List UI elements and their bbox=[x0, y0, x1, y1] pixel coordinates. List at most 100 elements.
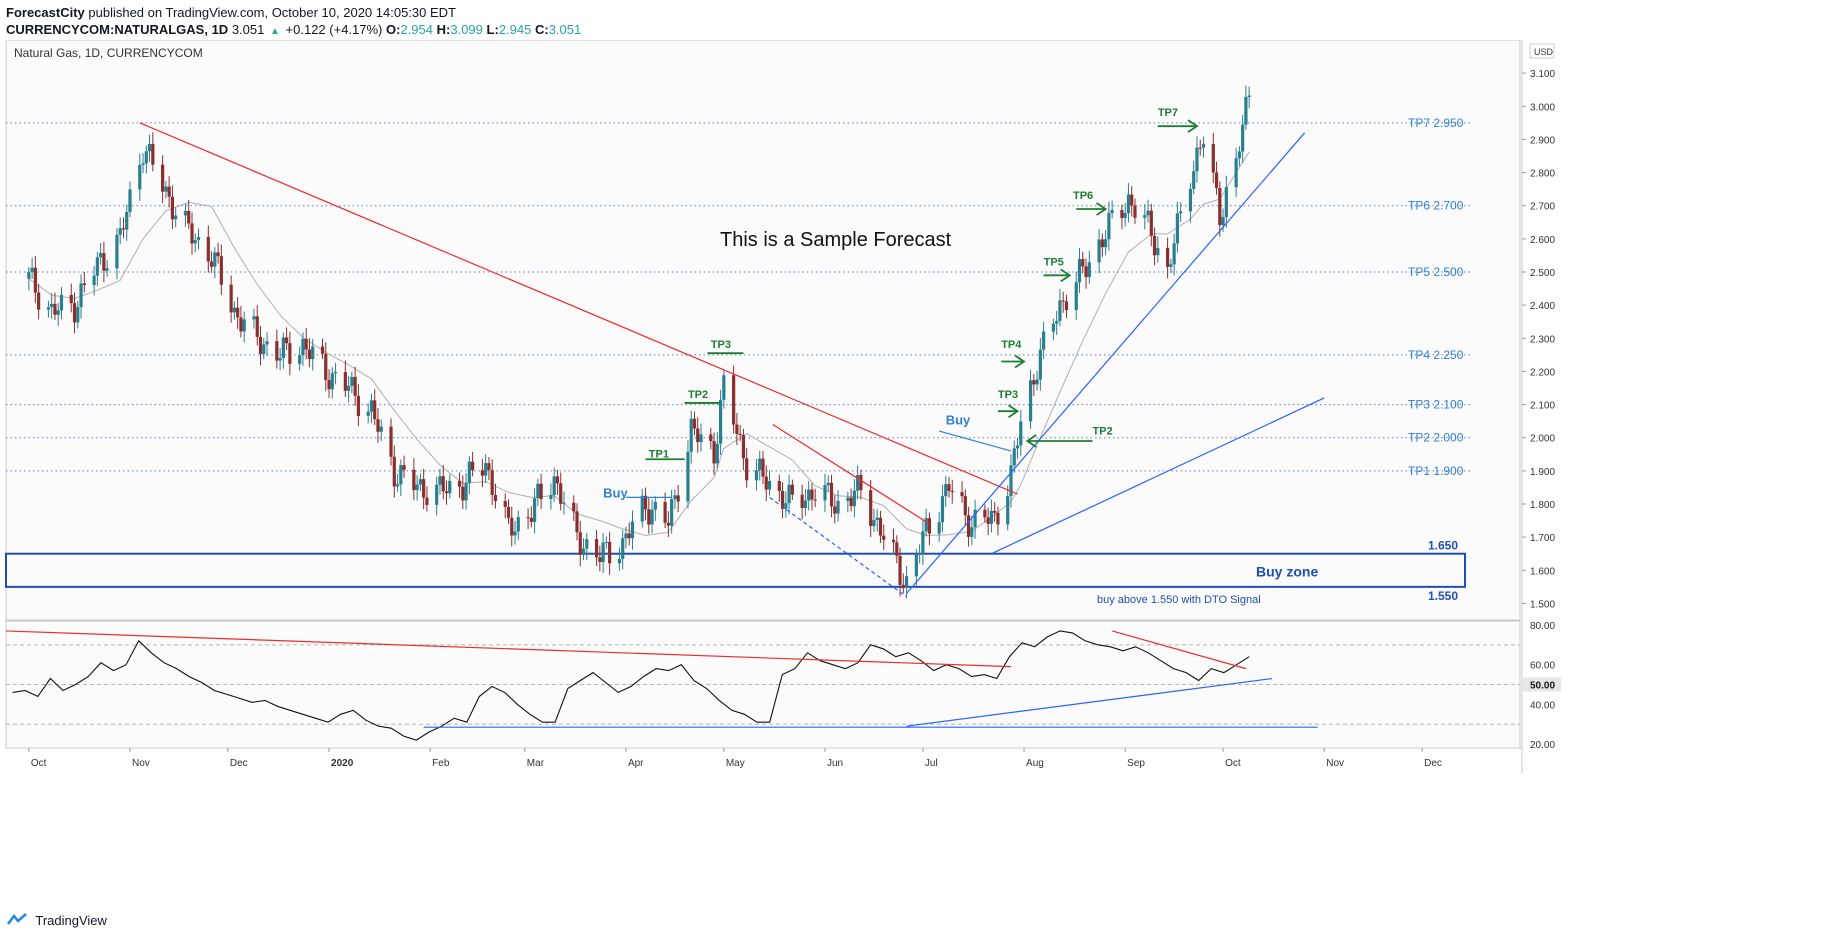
candle-down[interactable] bbox=[37, 292, 41, 310]
candle-up[interactable] bbox=[1051, 323, 1056, 332]
oscillator-resistance-line[interactable] bbox=[5, 630, 1012, 668]
candle-up[interactable] bbox=[467, 461, 471, 484]
candle-down[interactable] bbox=[741, 434, 746, 459]
candle-down[interactable] bbox=[288, 343, 292, 364]
candle-up[interactable] bbox=[918, 553, 922, 555]
candle-up[interactable] bbox=[1019, 421, 1023, 446]
candle-down[interactable] bbox=[777, 481, 781, 491]
candle-up[interactable] bbox=[549, 495, 553, 500]
candle-up[interactable] bbox=[1241, 124, 1245, 152]
candle-up[interactable] bbox=[252, 316, 256, 320]
candle-up[interactable] bbox=[30, 267, 34, 272]
candle-up[interactable] bbox=[141, 163, 145, 165]
candle-down[interactable] bbox=[627, 533, 631, 539]
candle-down[interactable] bbox=[578, 532, 582, 555]
candle-up[interactable] bbox=[27, 272, 31, 279]
candle-up[interactable] bbox=[604, 541, 608, 543]
candle-down[interactable] bbox=[402, 465, 406, 470]
candle-up[interactable] bbox=[95, 257, 99, 276]
candle-up[interactable] bbox=[924, 518, 928, 532]
candle-down[interactable] bbox=[470, 461, 475, 471]
candle-up[interactable] bbox=[670, 499, 674, 526]
candle-up[interactable] bbox=[630, 521, 635, 539]
candle-up[interactable] bbox=[1077, 258, 1082, 283]
candle-up[interactable] bbox=[914, 554, 918, 577]
candle-down[interactable] bbox=[1133, 205, 1137, 218]
candle-down[interactable] bbox=[764, 476, 768, 490]
candle-up[interactable] bbox=[1028, 380, 1033, 422]
candle-up[interactable] bbox=[265, 341, 269, 345]
candle-up[interactable] bbox=[138, 164, 142, 190]
candle-down[interactable] bbox=[425, 497, 429, 505]
candle-down[interactable] bbox=[986, 517, 990, 524]
candle-up[interactable] bbox=[1146, 210, 1150, 216]
candle-down[interactable] bbox=[966, 515, 971, 537]
candle-up[interactable] bbox=[1172, 243, 1176, 265]
candle-up[interactable] bbox=[715, 443, 719, 464]
candle-down[interactable] bbox=[1120, 210, 1124, 218]
candle-down[interactable] bbox=[461, 486, 465, 501]
candle-down[interactable] bbox=[813, 499, 817, 501]
candle-down[interactable] bbox=[1214, 172, 1219, 188]
candle-down[interactable] bbox=[790, 484, 794, 495]
candle-down[interactable] bbox=[327, 379, 331, 390]
candle-up[interactable] bbox=[1156, 247, 1160, 256]
candle-up[interactable] bbox=[438, 476, 442, 485]
candle-down[interactable] bbox=[663, 501, 667, 523]
time-scale[interactable]: Oct Nov Dec 2020 Feb Mar Apr May Jun Jul Aug Sep Oct… bbox=[28, 748, 1442, 769]
candle-down[interactable] bbox=[1211, 143, 1215, 173]
candle-up[interactable] bbox=[562, 502, 566, 504]
candle-down[interactable] bbox=[219, 256, 223, 285]
candle-up[interactable] bbox=[213, 252, 217, 267]
candle-up[interactable] bbox=[484, 463, 488, 476]
candle-up[interactable] bbox=[532, 498, 537, 522]
candle-up[interactable] bbox=[823, 485, 827, 501]
candle-up[interactable] bbox=[836, 500, 840, 514]
candle-up[interactable] bbox=[330, 373, 334, 390]
candle-up[interactable] bbox=[1107, 213, 1111, 240]
candle-down[interactable] bbox=[647, 509, 651, 525]
candle-up[interactable] bbox=[1006, 496, 1010, 525]
candle-up[interactable] bbox=[784, 503, 788, 509]
candle-up[interactable] bbox=[1188, 188, 1193, 212]
candle-up[interactable] bbox=[846, 497, 850, 501]
candle-down[interactable] bbox=[493, 494, 498, 502]
candle-up[interactable] bbox=[399, 465, 403, 485]
candle-down[interactable] bbox=[1064, 301, 1069, 311]
chart-canvas[interactable]: Natural Gas, 1D, CURRENCYCOM This is a Sa… bbox=[0, 40, 1828, 910]
candle-up[interactable] bbox=[92, 275, 96, 286]
candle-up[interactable] bbox=[1247, 95, 1251, 97]
candle-down[interactable] bbox=[878, 517, 883, 536]
candle-up[interactable] bbox=[581, 548, 586, 555]
candle-down[interactable] bbox=[829, 482, 834, 507]
candle-up[interactable] bbox=[164, 186, 168, 192]
candle-down[interactable] bbox=[526, 517, 530, 519]
candle-down[interactable] bbox=[859, 475, 863, 491]
candle-down[interactable] bbox=[738, 434, 742, 436]
candle-up[interactable] bbox=[435, 484, 439, 505]
candle-up[interactable] bbox=[1143, 215, 1147, 218]
candle-up[interactable] bbox=[1042, 331, 1046, 350]
candle-up[interactable] bbox=[1035, 379, 1039, 385]
candle-up[interactable] bbox=[758, 458, 762, 471]
candle-up[interactable] bbox=[46, 307, 51, 310]
short-resistance-trendline[interactable] bbox=[772, 423, 930, 525]
footer-brand[interactable]: TradingView bbox=[35, 913, 107, 928]
candle-up[interactable] bbox=[767, 481, 772, 490]
candle-down[interactable] bbox=[376, 419, 380, 432]
candle-down[interactable] bbox=[712, 441, 716, 464]
candle-up[interactable] bbox=[333, 372, 338, 374]
candle-up[interactable] bbox=[56, 310, 60, 315]
candle-down[interactable] bbox=[229, 284, 233, 313]
candle-up[interactable] bbox=[940, 496, 945, 523]
candle-down[interactable] bbox=[422, 479, 426, 498]
candle-up[interactable] bbox=[242, 319, 246, 332]
candle-up[interactable] bbox=[585, 539, 589, 549]
candle-up[interactable] bbox=[689, 418, 693, 452]
candle-down[interactable] bbox=[389, 426, 393, 457]
candle-up[interactable] bbox=[379, 426, 383, 432]
candle-up[interactable] bbox=[1123, 213, 1127, 218]
candle-up[interactable] bbox=[105, 268, 109, 271]
candle-down[interactable] bbox=[833, 506, 837, 514]
candle-down[interactable] bbox=[209, 261, 214, 267]
